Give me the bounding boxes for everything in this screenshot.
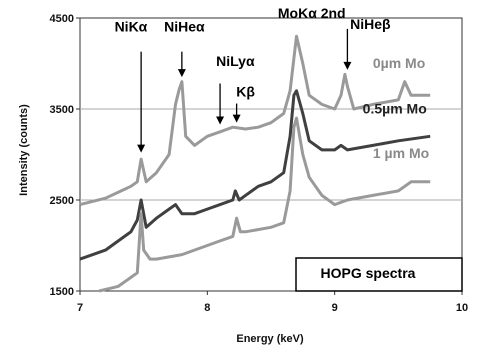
x-tick-label: 9 [332, 302, 338, 314]
peak-annotation: NiHeα [164, 19, 205, 35]
annotation-arrow-head [177, 69, 186, 78]
annotation-arrow-head [343, 61, 352, 70]
grid [80, 108, 462, 201]
series-label: 0µm Mo [373, 55, 425, 71]
series-label: 1 µm Mo [373, 145, 429, 161]
y-tick-label: 4500 [50, 13, 74, 25]
x-tick-label: 10 [456, 302, 468, 314]
series-line [79, 89, 431, 261]
peak-annotation: NiHeβ [350, 16, 391, 32]
x-tick-label: 7 [77, 302, 83, 314]
y-axis-title: Intensity (counts) [18, 104, 30, 196]
peak-annotation: MoKα 2nd [278, 5, 346, 21]
series-line [79, 34, 431, 207]
y-tick-label: 1500 [50, 286, 74, 298]
peak-annotation: NiLyα [216, 53, 255, 69]
x-axis-title: Energy (keV) [236, 333, 304, 345]
annotation-arrow-head [137, 144, 146, 153]
annotation-arrow-head [216, 116, 225, 125]
y-tick-label: 2500 [50, 195, 74, 207]
y-tick-label: 3500 [50, 104, 74, 116]
axis-ticks: 1500 2500 3500 4500 7 8 9 10 [50, 13, 469, 314]
series-label: 0.5µm Mo [363, 101, 427, 117]
peak-annotation: NiKα [115, 19, 148, 35]
series-layer: 0µm Mo 0.5µm Mo 1 µm Mo [79, 34, 431, 293]
series-line [98, 116, 431, 293]
legend-box-label: HOPG spectra [321, 265, 416, 281]
annotation-arrow-head [232, 114, 241, 123]
x-tick-label: 8 [204, 302, 210, 314]
peak-annotation: Kβ [236, 83, 255, 99]
legend-box [295, 257, 463, 292]
